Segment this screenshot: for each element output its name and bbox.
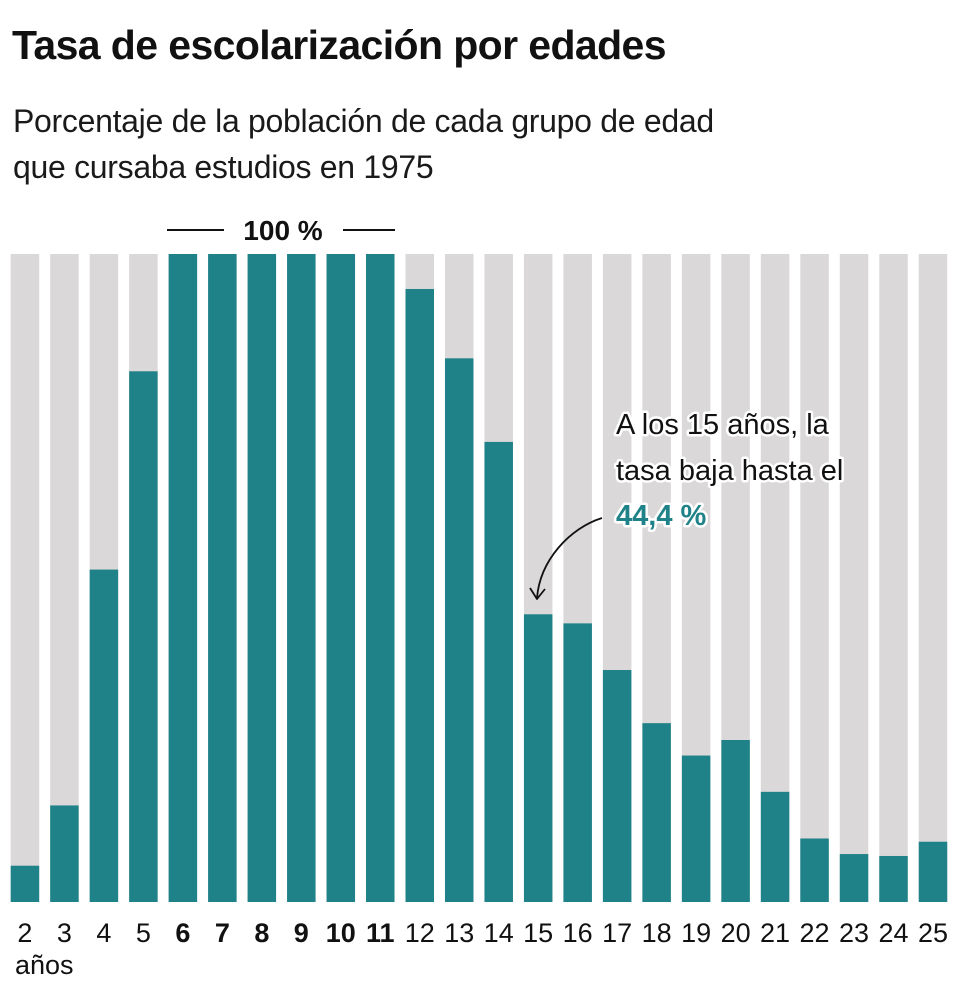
bar-age-22 [800, 838, 829, 902]
annotation-highlight-value: 44,4 % [616, 500, 706, 532]
x-tick-label-24: 24 [878, 918, 908, 948]
bar-age-12 [405, 288, 434, 902]
bar-age-5 [129, 371, 158, 903]
bar-age-14 [484, 441, 513, 902]
bar-age-25 [918, 841, 948, 902]
bar-age-4 [89, 569, 119, 902]
bar-background-24 [879, 254, 908, 902]
subtitle-line-2: que cursaba estudios en 1975 [13, 149, 434, 185]
x-tick-label-9: 9 [294, 918, 309, 948]
bar-age-6 [168, 254, 198, 902]
x-tick-label-16: 16 [563, 918, 593, 948]
x-tick-label-22: 22 [800, 918, 830, 948]
x-tick-label-2: 2 [17, 918, 32, 948]
x-tick-label-10: 10 [326, 918, 356, 948]
bar-age-8 [247, 254, 277, 902]
arrow-head-icon [529, 587, 546, 600]
x-axis-ticks: 2 3 4 5 6 7 8 9 10 11 12 13 14 15 16 17 18 19 20 21 22 23 24 25 [17, 918, 948, 948]
bar-age-15 [523, 614, 553, 902]
bar-age-9 [287, 254, 316, 902]
chart-title: Tasa de escolarización por edades [12, 22, 667, 68]
x-tick-label-6: 6 [175, 918, 190, 948]
x-tick-label-4: 4 [96, 918, 111, 948]
bar-age-10 [326, 254, 356, 902]
bar-age-19 [681, 755, 711, 902]
annotation-line-2: tasa baja hasta el [616, 455, 843, 487]
bar-background-3 [50, 254, 79, 902]
bar-age-21 [760, 791, 790, 902]
bar-age-7 [208, 254, 237, 902]
x-tick-label-7: 7 [215, 918, 230, 948]
bar-age-20 [721, 740, 750, 902]
bar-background-25 [918, 254, 948, 902]
x-tick-label-11: 11 [366, 918, 395, 948]
x-tick-label-8: 8 [254, 918, 269, 948]
annotation-arrow [536, 517, 603, 599]
bar-age-13 [444, 358, 474, 902]
bar-age-11 [366, 254, 395, 902]
x-tick-label-3: 3 [57, 918, 72, 948]
bar-background-23 [839, 254, 869, 902]
top-label-text: 100 % [243, 215, 322, 246]
bar-age-23 [839, 854, 869, 902]
x-tick-label-25: 25 [918, 918, 948, 948]
chart-subtitle: Porcentaje de la población de cada grupo… [13, 98, 913, 190]
x-tick-label-23: 23 [839, 918, 869, 948]
bar-age-16 [563, 623, 592, 902]
top-100-label: 100 % [167, 215, 395, 246]
annotation-line-1: A los 15 años, la [616, 409, 830, 441]
x-tick-label-13: 13 [444, 918, 474, 948]
value-bars [10, 254, 948, 903]
x-tick-label-12: 12 [405, 918, 435, 948]
bar-age-17 [602, 670, 632, 902]
x-tick-label-19: 19 [681, 918, 711, 948]
bar-background-2 [10, 254, 40, 902]
bar-background-22 [800, 254, 829, 902]
x-axis-unit-label: años [15, 950, 74, 980]
x-tick-label-18: 18 [642, 918, 672, 948]
bar-age-18 [642, 723, 671, 902]
x-tick-label-14: 14 [484, 918, 514, 948]
subtitle-line-1: Porcentaje de la población de cada grupo… [13, 103, 714, 139]
bar-age-3 [50, 805, 79, 902]
x-tick-label-21: 21 [760, 918, 790, 948]
bar-age-24 [879, 855, 908, 902]
annotation: A los 15 años, la tasa baja hasta el 44,… [529, 407, 846, 600]
x-tick-label-20: 20 [721, 918, 751, 948]
x-tick-label-15: 15 [523, 918, 553, 948]
x-tick-label-5: 5 [136, 918, 151, 948]
x-tick-label-17: 17 [602, 918, 632, 948]
bar-age-2 [10, 865, 40, 902]
